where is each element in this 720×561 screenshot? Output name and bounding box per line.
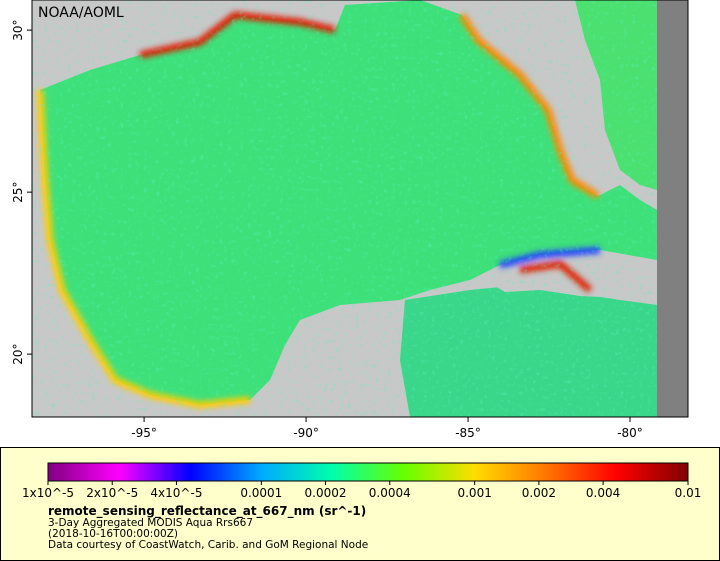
map-frame <box>31 0 689 418</box>
colorbar-tick-label: 2x10^-5 <box>86 486 138 500</box>
colorbar-tick-label: 0.01 <box>675 486 702 500</box>
legend-credit: Data courtesy of CoastWatch, Carib. and … <box>48 539 368 551</box>
map-area <box>32 0 688 417</box>
colorbar-ticks: 1x10^-5 2x10^-5 4x10^-5 0.0001 0.0002 0.0004 0… <box>22 481 701 500</box>
colorbar-tick-label: 0.0001 <box>240 486 282 500</box>
y-tick-label: 30° <box>11 19 25 40</box>
colorbar-tick-label: 4x10^-5 <box>150 486 202 500</box>
watermark: NOAA/AOML <box>38 5 124 21</box>
x-tick-label: -90° <box>293 426 319 440</box>
colorbar-tick-label: 0.002 <box>522 486 556 500</box>
x-tick-label: -85° <box>455 426 481 440</box>
colorbar-tick-label: 0.0002 <box>305 486 347 500</box>
colorbar <box>47 462 689 482</box>
x-tick-label: -80° <box>617 426 643 440</box>
y-tick-label: 20° <box>11 344 25 365</box>
no-data-strip <box>657 0 688 417</box>
y-tick-label: 25° <box>11 181 25 202</box>
watermark-bg <box>33 1 119 23</box>
colorbar-tick-label: 0.001 <box>457 486 491 500</box>
axes: -95° -90° -85° -80° 30° 25° 20° <box>11 19 643 440</box>
legend-variable: remote_sensing_reflectance_at_667_nm (sr… <box>48 504 366 519</box>
x-tick-label: -95° <box>131 426 157 440</box>
data-texture <box>32 0 688 417</box>
legend-time: (2018-10-16T00:00:00Z) <box>48 528 178 540</box>
colorbar-tick-label: 0.0004 <box>369 486 411 500</box>
colorbar-tick-label: 1x10^-5 <box>22 486 74 500</box>
legend-dataset: 3-Day Aggregated MODIS Aqua Rrs667 <box>48 517 253 529</box>
colorbar-tick-label: 0.004 <box>586 486 620 500</box>
